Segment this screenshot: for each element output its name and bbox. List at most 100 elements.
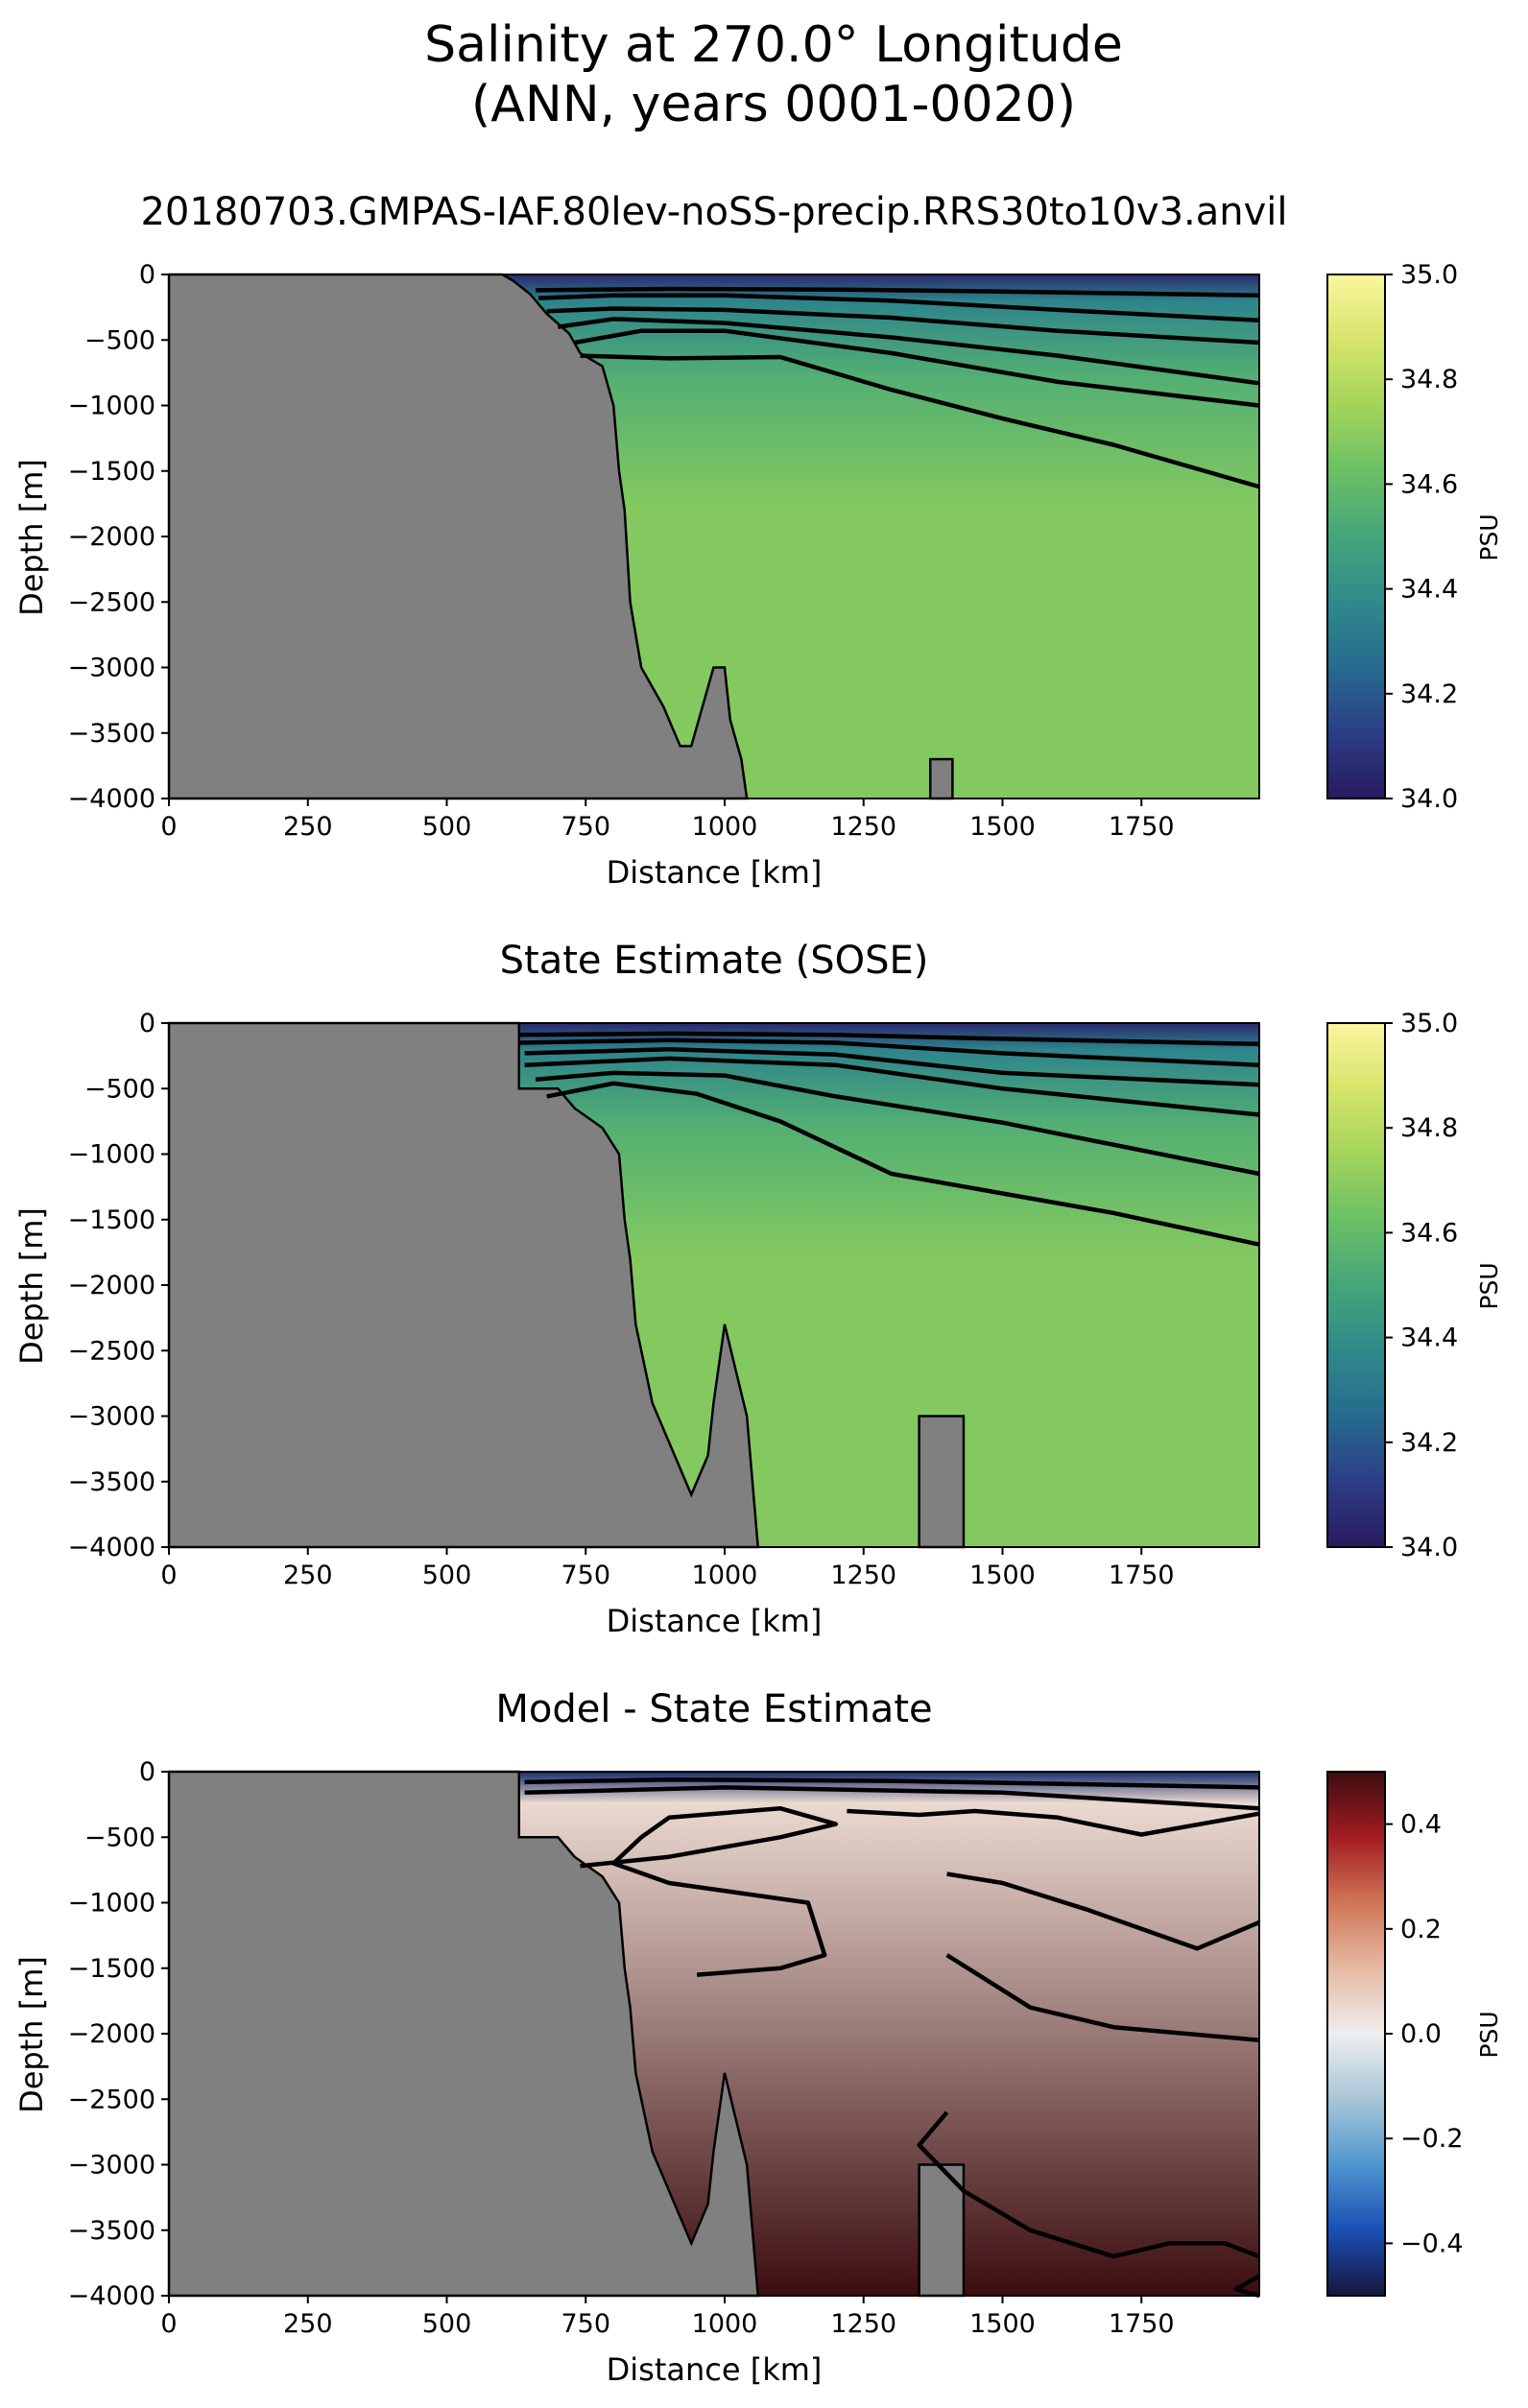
x-tick-label-difference: 1750 xyxy=(1109,2309,1175,2339)
y-tick-label-sose: −1000 xyxy=(68,1140,155,1170)
x-tick-label-difference: 1500 xyxy=(969,2309,1036,2339)
contour-line-model-1 xyxy=(537,293,1260,323)
y-tick-label-sose: −3500 xyxy=(68,1467,155,1497)
x-tick-label-sose: 1250 xyxy=(830,1561,896,1590)
y-tick-label-sose: −2500 xyxy=(68,1336,155,1366)
panel-difference: Model - State Estimate 0 250 500 750 1000 125… xyxy=(13,1687,1503,2388)
x-tick-label-sose: 500 xyxy=(422,1561,472,1590)
y-tick-label-difference: −3500 xyxy=(68,2216,155,2246)
colorbar-tick-label-sose: 34.6 xyxy=(1400,1218,1458,1248)
x-tick-label-sose: 1500 xyxy=(969,1561,1036,1590)
y-tick-label-difference: −3000 xyxy=(68,2151,155,2181)
panel-title-sose: State Estimate (SOSE) xyxy=(500,939,929,983)
contour-line-model-3 xyxy=(557,317,1260,386)
x-axis-label-difference: Distance [km] xyxy=(607,2351,823,2388)
contour-line-model-5 xyxy=(580,353,1260,489)
x-tick-label-model: 500 xyxy=(422,812,472,842)
y-tick-label-model: −1000 xyxy=(68,392,155,421)
y-tick-label-difference: −500 xyxy=(84,1823,155,1852)
colorbar-tick-label-model: 34.2 xyxy=(1400,679,1458,709)
y-tick-label-sose: −3000 xyxy=(68,1402,155,1432)
colorbar-model: 34.0 34.2 34.4 34.6 34.8 35.0 xyxy=(1326,260,1458,814)
colorbar-tick-label-model: 34.6 xyxy=(1400,469,1458,499)
panel-model: 20180703.GMPAS-IAF.80lev-noSS-precip.RRS… xyxy=(13,190,1503,891)
contour-line-difference-0 xyxy=(524,1776,1260,1790)
seamount-difference-0 xyxy=(918,2163,966,2298)
x-tick-label-difference: 500 xyxy=(422,2309,472,2339)
colorbar-tick-label-sose: 34.4 xyxy=(1400,1323,1458,1353)
x-tick-label-model: 750 xyxy=(561,812,610,842)
colorbar-tick-label-difference: 0.2 xyxy=(1400,1915,1442,1944)
colorbar-tick-label-model: 34.0 xyxy=(1400,784,1458,814)
colorbar-tick-label-difference: −0.4 xyxy=(1400,2229,1464,2258)
contour-line-sose-1 xyxy=(518,1037,1260,1067)
y-tick-label-model: −3500 xyxy=(68,719,155,749)
x-tick-label-sose: 750 xyxy=(561,1561,610,1590)
y-tick-label-difference: 0 xyxy=(139,1757,155,1787)
x-tick-label-model: 0 xyxy=(160,812,177,842)
y-tick-label-sose: 0 xyxy=(139,1009,155,1038)
contour-line-difference-6 xyxy=(917,2110,1260,2259)
contour-line-sose-5 xyxy=(546,1081,1260,1247)
contour-line-model-2 xyxy=(546,306,1260,346)
x-tick-label-sose: 1750 xyxy=(1109,1561,1175,1590)
panel-title-difference: Model - State Estimate xyxy=(495,1687,932,1731)
colorbar-tick-label-difference: 0.4 xyxy=(1400,1810,1442,1840)
y-tick-label-sose: −1500 xyxy=(68,1205,155,1235)
x-axis-label-sose: Distance [km] xyxy=(607,1603,823,1639)
x-tick-label-sose: 1000 xyxy=(692,1561,758,1590)
x-tick-label-model: 250 xyxy=(283,812,333,842)
contour-line-difference-4 xyxy=(946,1872,1260,1951)
y-tick-label-difference: −4000 xyxy=(68,2281,155,2311)
y-tick-label-model: −500 xyxy=(84,325,155,355)
figure-title-line1: Salinity at 270.0° Longitude xyxy=(424,16,1123,74)
y-axis-label-model: Depth [m] xyxy=(13,459,50,616)
colorbar-gradient-model xyxy=(1326,274,1386,799)
seamount-sose-0 xyxy=(918,1415,966,1549)
contour-line-model-4 xyxy=(574,328,1260,408)
y-tick-label-difference: −2000 xyxy=(68,2019,155,2049)
plot-area-sose: 0 250 500 750 1000 1250 1500 1750 0 −500 −1000 −150… xyxy=(68,1009,1260,1590)
colorbar-tick-label-difference: 0.0 xyxy=(1400,2019,1442,2049)
bathymetry-land-model xyxy=(167,273,749,800)
x-tick-label-model: 1250 xyxy=(830,812,896,842)
contour-line-sose-0 xyxy=(518,1031,1260,1047)
colorbar-tick-label-sose: 35.0 xyxy=(1400,1009,1458,1038)
y-tick-label-sose: −500 xyxy=(84,1074,155,1104)
colorbar-sose: 34.0 34.2 34.4 34.6 34.8 35.0 xyxy=(1326,1009,1458,1562)
colorbar-tick-label-sose: 34.2 xyxy=(1400,1428,1458,1458)
x-tick-label-difference: 750 xyxy=(561,2309,610,2339)
y-axis-label-difference: Depth [m] xyxy=(13,1956,50,2113)
colorbar-tick-label-sose: 34.0 xyxy=(1400,1533,1458,1562)
contour-line-sose-2 xyxy=(524,1047,1260,1087)
y-tick-label-model: −3000 xyxy=(68,654,155,683)
x-tick-label-difference: 250 xyxy=(283,2309,333,2339)
y-tick-label-sose: −4000 xyxy=(68,1533,155,1562)
y-tick-label-model: −2500 xyxy=(68,587,155,617)
colorbar-label-model: PSU xyxy=(1475,513,1503,560)
plot-area-model: 0 250 500 750 1000 1250 1500 1750 0 −500 −1000 −150… xyxy=(68,260,1260,842)
panel-sose: State Estimate (SOSE) 0 250 500 750 1000 1250… xyxy=(13,939,1503,1639)
colorbar-label-difference: PSU xyxy=(1475,2011,1503,2058)
colorbar-gradient-sose xyxy=(1326,1022,1386,1548)
plot-area-difference: 0 250 500 750 1000 1250 1500 1750 0 −500 −1000 −150… xyxy=(68,1757,1261,2339)
colorbar-tick-label-model: 34.8 xyxy=(1400,365,1458,394)
contour-line-sose-3 xyxy=(524,1056,1260,1117)
x-tick-label-sose: 0 xyxy=(160,1561,177,1590)
x-tick-label-model: 1500 xyxy=(969,812,1036,842)
colorbar-tick-label-model: 35.0 xyxy=(1400,260,1458,290)
x-tick-label-difference: 1250 xyxy=(830,2309,896,2339)
seamount-model-0 xyxy=(928,757,954,800)
colorbar-tick-label-sose: 34.8 xyxy=(1400,1113,1458,1143)
y-tick-label-model: −1500 xyxy=(68,457,155,487)
y-tick-label-difference: −1500 xyxy=(68,1954,155,1984)
x-tick-label-sose: 250 xyxy=(283,1561,333,1590)
contour-line-difference-7 xyxy=(1233,2274,1261,2299)
contour-line-difference-1 xyxy=(524,1785,1260,1811)
colorbar-label-sose: PSU xyxy=(1475,1262,1503,1309)
y-tick-label-model: −2000 xyxy=(68,522,155,552)
x-tick-label-difference: 1000 xyxy=(692,2309,758,2339)
panel-title-model: 20180703.GMPAS-IAF.80lev-noSS-precip.RRS… xyxy=(140,190,1287,234)
x-tick-label-model: 1750 xyxy=(1109,812,1175,842)
